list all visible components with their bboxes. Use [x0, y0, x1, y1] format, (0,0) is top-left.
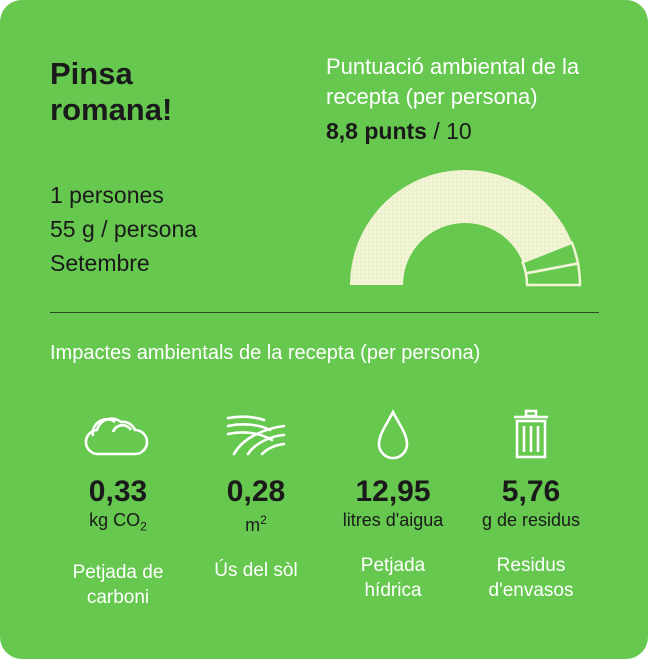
gauge-filled-segment: [350, 170, 572, 285]
section-divider: [50, 312, 599, 313]
cloud-icon: [84, 417, 149, 456]
score-gauge: [350, 170, 582, 287]
score-max: / 10: [433, 118, 472, 144]
carbon-value: 0,33: [88, 475, 148, 508]
water-drop-icon: [377, 409, 409, 460]
recipe-title: Pinsa romana!: [50, 56, 173, 127]
water-value: 12,95: [355, 475, 431, 508]
servings-text: 1 persones: [50, 182, 164, 208]
score-value-line: 8,8 punts / 10: [326, 118, 472, 145]
waste-name: Residus d'envasos: [488, 555, 574, 601]
gauge-empty-segment: [524, 261, 582, 287]
field-icon: [226, 415, 286, 456]
carbon-unit: kg CO2: [89, 510, 147, 534]
score-value: 8,8 punts: [326, 118, 427, 144]
waste-value: 5,76: [501, 475, 561, 508]
portion-text: 55 g / persona: [50, 216, 198, 242]
impacts-section-title: Impactes ambientals de la recepta (per p…: [50, 342, 481, 364]
land-use-unit: m2: [245, 513, 267, 535]
trash-icon: [514, 409, 548, 459]
water-name: Petjada hídrica: [360, 555, 426, 601]
metric-land-use: 0,28 m2 Ús del sòl: [191, 405, 321, 583]
land-use-name: Ús del sòl: [214, 560, 298, 581]
metric-packaging-waste: 5,76 g de residus Residus d'envasos: [466, 405, 596, 603]
carbon-name: Petjada de carboni: [72, 561, 164, 608]
month-text: Setembre: [50, 250, 150, 276]
land-use-value: 0,28: [226, 475, 286, 508]
metric-carbon: 0,33 kg CO2 Petjada de carboni: [53, 405, 183, 610]
waste-unit: g de residus: [481, 510, 581, 530]
water-unit: litres d'aigua: [342, 510, 444, 530]
metric-water: 12,95 litres d'aigua Petjada hídrica: [328, 405, 458, 603]
recipe-meta: 1 persones 55 g / persona Setembre: [50, 178, 197, 280]
score-label: Puntuació ambiental de la recepta (per p…: [326, 54, 580, 109]
